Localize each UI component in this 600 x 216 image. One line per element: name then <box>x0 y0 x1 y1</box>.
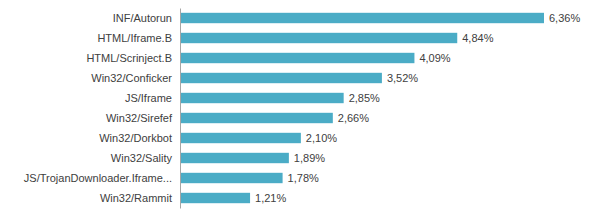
bar <box>181 193 250 203</box>
bar <box>181 73 382 83</box>
tick-label: Win32/Rammit <box>100 192 172 204</box>
data-labels: 6,36% 4,84% 4,09%3,52% 2,85% 2,66%2,10% 1,89%… <box>255 12 580 204</box>
data-label: 1,78% <box>288 172 319 184</box>
tick-label: HTML/Iframe.B <box>97 32 172 44</box>
axis-line <box>180 9 181 209</box>
chart: INF/Autorun HTML/Iframe.B HTML/Scrinject.B… <box>0 0 600 216</box>
bar <box>181 153 289 163</box>
bar <box>181 173 283 183</box>
tick-label: JS/TrojanDownloader.Iframe... <box>24 172 172 184</box>
tick-label: Win32/Sirefef <box>106 112 173 124</box>
bar <box>181 93 344 103</box>
tick: Win32/Sality <box>111 152 180 164</box>
data-label: 4,84% <box>462 32 493 44</box>
tick: JS/TrojanDownloader.Iframe... <box>24 172 180 184</box>
tick-label: Win32/Conficker <box>91 72 172 84</box>
tick-label: INF/Autorun <box>113 12 172 24</box>
data-label: 4,09% <box>419 52 450 64</box>
data-label: 1,89% <box>294 152 325 164</box>
data-label: 2,85% <box>349 92 380 104</box>
data-label: 1,21% <box>255 192 286 204</box>
tick-label: JS/Iframe <box>125 92 172 104</box>
tick: Win32/Rammit <box>100 192 180 204</box>
data-label: 3,52% <box>387 72 418 84</box>
tick: Win32/Conficker <box>91 72 180 84</box>
bar <box>181 133 301 143</box>
tick: HTML/Iframe.B <box>97 32 180 44</box>
category-axis: INF/Autorun HTML/Iframe.B HTML/Scrinject.B… <box>24 9 181 209</box>
bar <box>181 13 544 23</box>
bars <box>181 13 544 203</box>
tick: INF/Autorun <box>113 12 180 24</box>
bar <box>181 33 457 43</box>
data-label: 2,10% <box>306 132 337 144</box>
bar <box>181 113 333 123</box>
tick-label: Win32/Dorkbot <box>99 132 172 144</box>
tick: Win32/Sirefef <box>106 112 180 124</box>
tick: HTML/Scrinject.B <box>86 52 180 64</box>
tick-label: Win32/Sality <box>111 152 173 164</box>
tick-label: HTML/Scrinject.B <box>86 52 172 64</box>
tick: JS/Iframe <box>125 92 180 104</box>
data-label: 2,66% <box>338 112 369 124</box>
bar <box>181 53 414 63</box>
data-label: 6,36% <box>549 12 580 24</box>
tick: Win32/Dorkbot <box>99 132 180 144</box>
